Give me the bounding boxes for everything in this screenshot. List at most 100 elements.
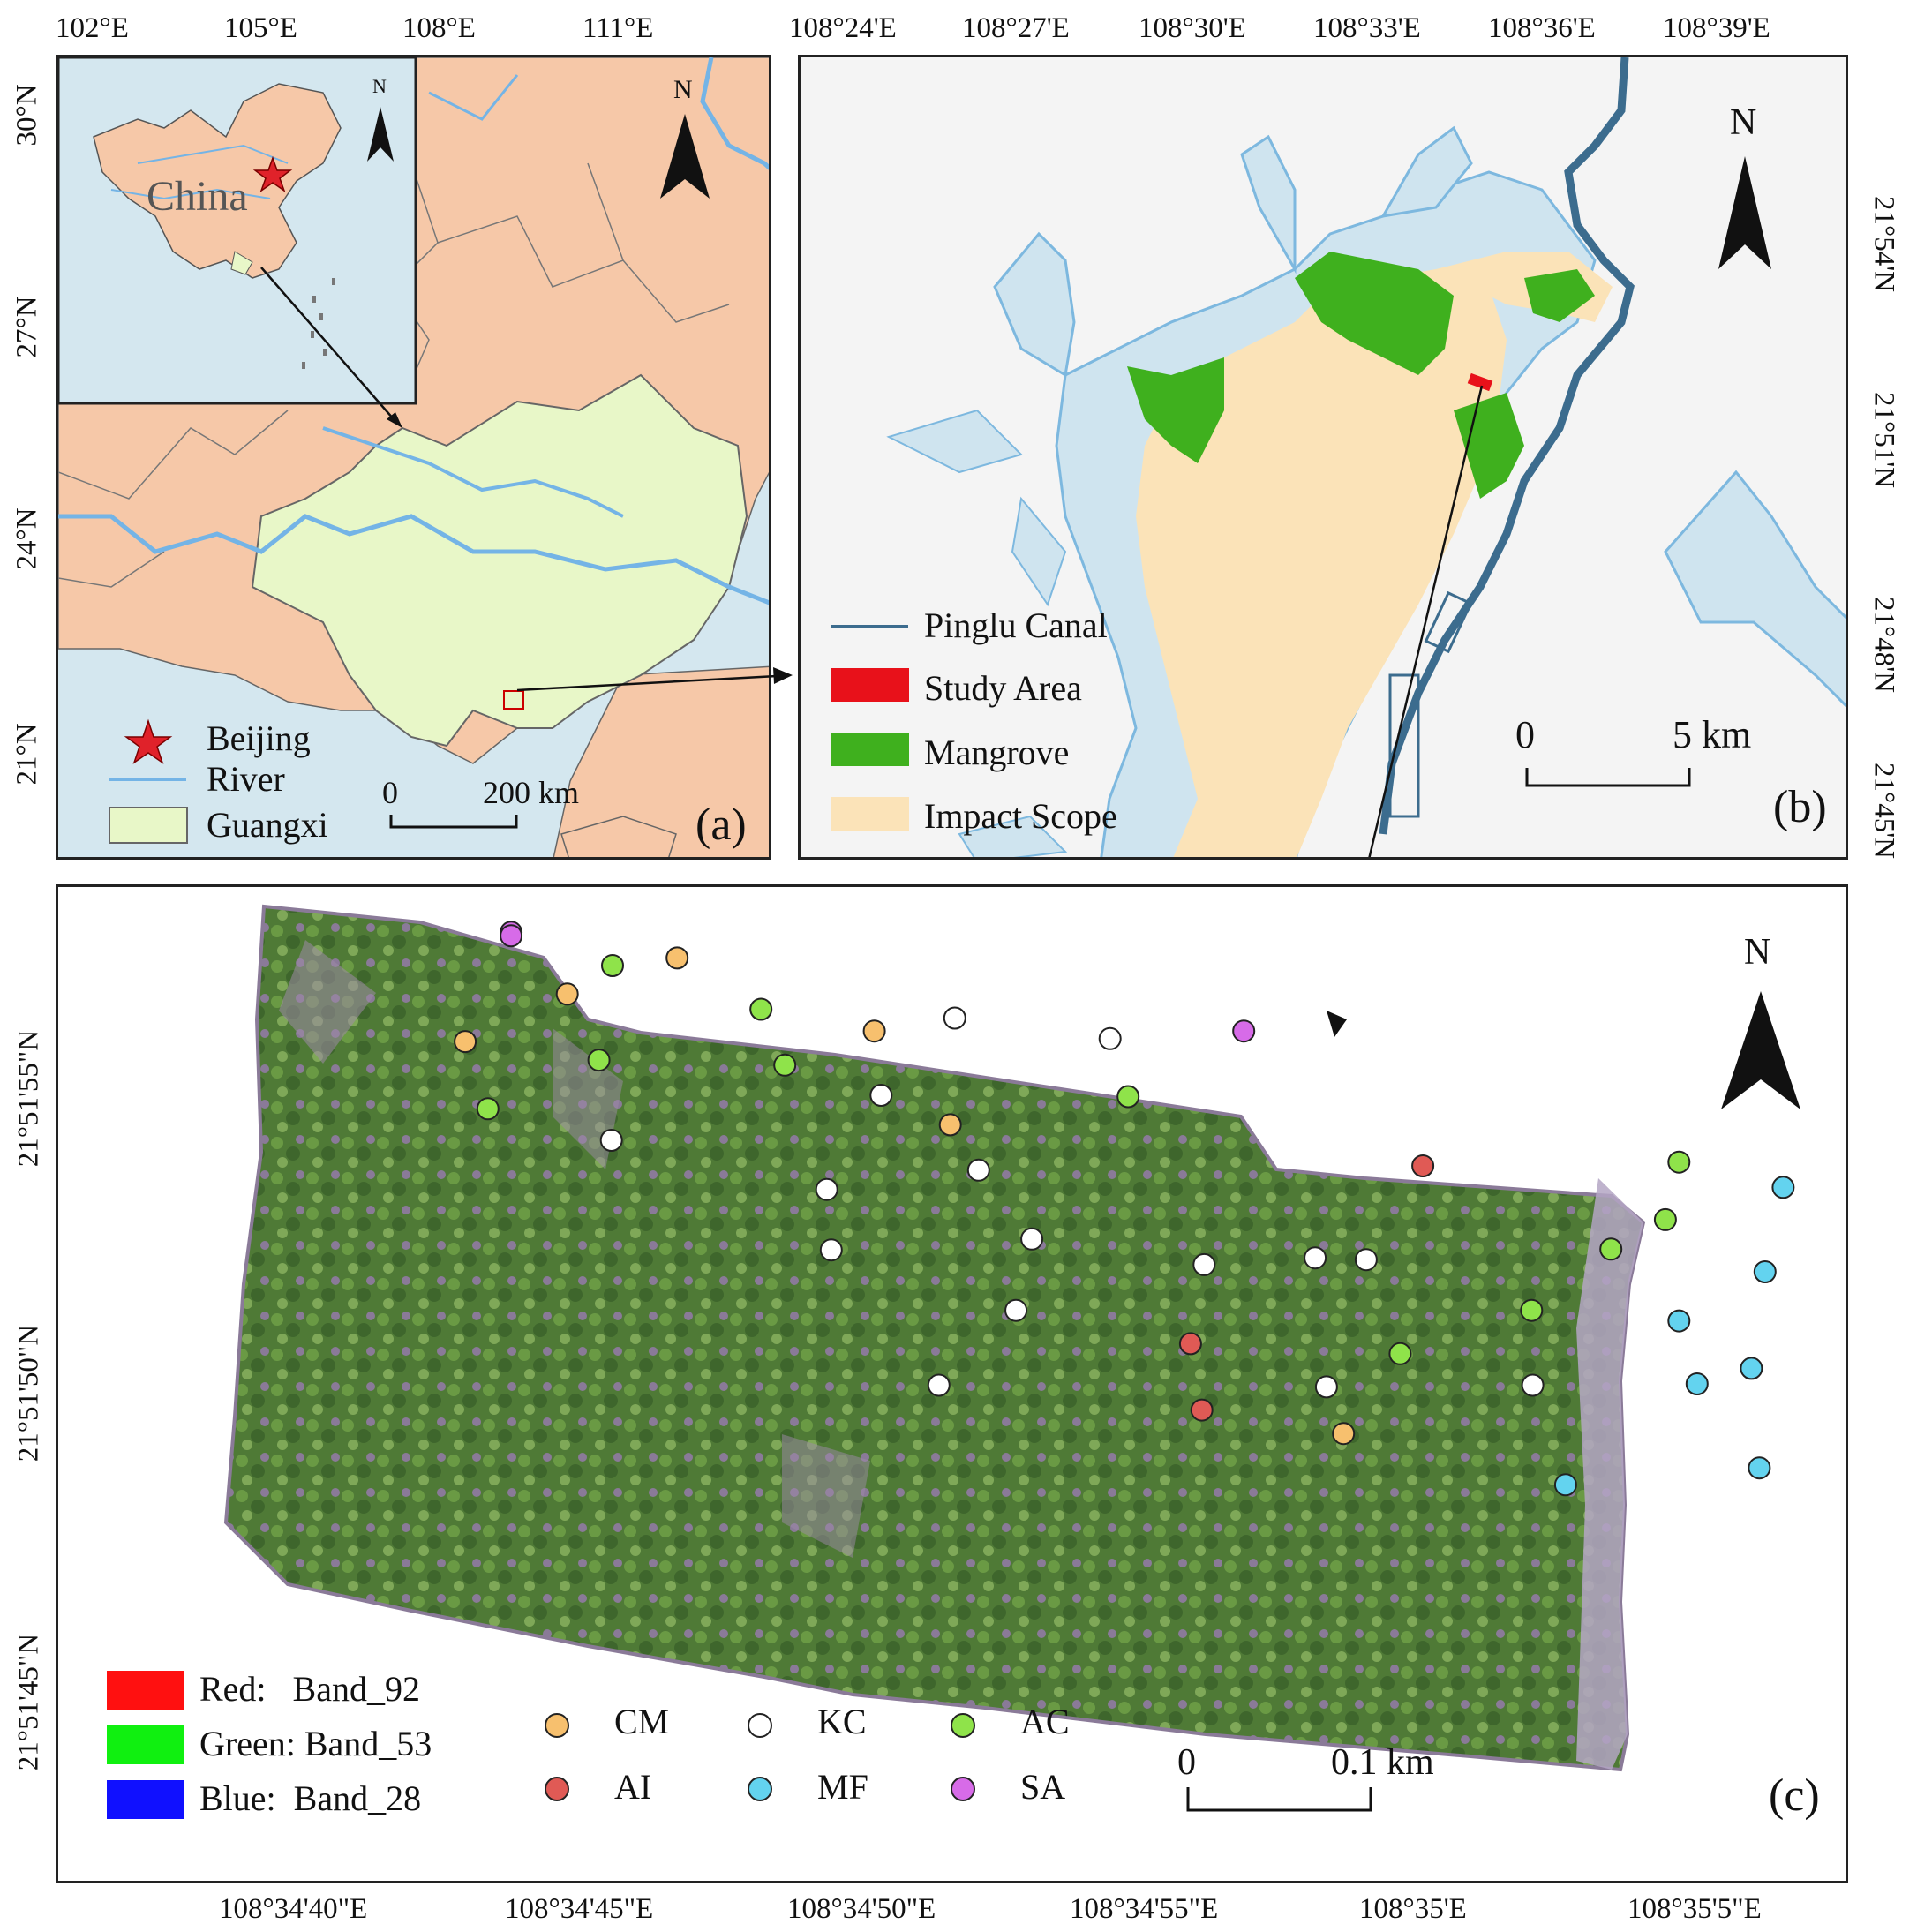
class-label-mf: MF: [817, 1767, 868, 1807]
panel-b-north-label: N: [1730, 102, 1757, 143]
guangxi-region: [251, 373, 748, 748]
panel-a-letter: (a): [695, 800, 747, 850]
tick-24N: 24°N: [11, 507, 43, 570]
tick-108-34-50E: 108°34'50"E: [787, 1893, 936, 1925]
study-area-marker: [1467, 372, 1493, 392]
class-label-ac: AC: [1020, 1702, 1070, 1741]
inset-north-arrow: [367, 107, 394, 162]
tick-108-34-45E: 108°34'45"E: [505, 1893, 654, 1925]
class-label-sa: SA: [1020, 1767, 1066, 1807]
sample-point-ac: [601, 954, 624, 977]
sample-point-mf: [1685, 1372, 1709, 1395]
tick-108-30E: 108°30'E: [1139, 12, 1246, 44]
sample-point-ac: [1388, 1342, 1412, 1365]
legend-label-impact-scope: Impact Scope: [924, 796, 1117, 836]
sample-point-ac: [1653, 1207, 1677, 1231]
legend-symbol-kc: [748, 1713, 772, 1738]
sample-point-cm: [862, 1019, 886, 1043]
sample-point-ac: [1116, 1085, 1140, 1109]
sample-point-ac: [1599, 1237, 1623, 1261]
class-label-kc: KC: [817, 1702, 867, 1741]
sample-point-mf: [1740, 1357, 1763, 1380]
tick-21-51-45N: 21°51'45"N: [12, 1633, 45, 1771]
legend-label-river: River: [207, 759, 285, 799]
tick-102E: 102°E: [56, 12, 129, 44]
panel-a-north-arrow: [660, 114, 710, 199]
sample-point-ac: [773, 1053, 797, 1077]
sample-point-kc: [966, 1158, 990, 1182]
tick-108-35E: 108°35'E: [1359, 1893, 1467, 1925]
sample-point-ai: [1411, 1154, 1435, 1177]
tick-21-54N: 21°54'N: [1868, 196, 1900, 292]
panel-c-north-arrow: [1721, 991, 1800, 1109]
legend-label-mangrove: Mangrove: [924, 733, 1070, 772]
tick-105E: 105°E: [224, 12, 297, 44]
sample-points-layer: [454, 921, 1795, 1497]
tick-21-51-55N: 21°51'55"N: [12, 1029, 45, 1168]
legend-label-study-area: Study Area: [924, 668, 1082, 708]
tick-108-39E: 108°39'E: [1663, 12, 1770, 44]
tick-108-34-55E: 108°34'55"E: [1070, 1893, 1219, 1925]
sample-point-kc: [1304, 1246, 1327, 1270]
land-south-east: [553, 665, 769, 857]
legend-symbol-mf: [748, 1777, 772, 1801]
sample-point-mf: [1748, 1456, 1771, 1480]
panel-c-letter: (c): [1769, 1770, 1820, 1821]
tick-108-36E: 108°36'E: [1488, 12, 1596, 44]
tick-111E: 111°E: [583, 12, 654, 44]
class-label-cm: CM: [614, 1702, 670, 1741]
scale-start-a: 0: [382, 775, 398, 810]
panel-b-map-graphic: [831, 57, 1846, 857]
legend-label-guangxi: Guangxi: [207, 805, 328, 845]
tick-21-48N: 21°48'N: [1868, 597, 1900, 693]
inset-china-outline: [93, 83, 342, 279]
tick-108-34-40E: 108°34'40"E: [219, 1893, 368, 1925]
tick-21-51N: 21°51'N: [1868, 392, 1900, 488]
sample-point-kc: [869, 1084, 893, 1107]
sample-point-kc: [927, 1373, 951, 1397]
legend-label-beijing: Beijing: [207, 718, 311, 758]
panel-c-map-graphic: [107, 904, 1800, 1819]
sample-point-sa: [500, 924, 523, 948]
tick-21N: 21°N: [11, 723, 43, 786]
scale-end-c: 0.1 km: [1331, 1742, 1434, 1783]
sample-point-cm: [1332, 1422, 1356, 1446]
sample-point-ai: [1178, 1332, 1202, 1356]
class-label-ai: AI: [614, 1767, 652, 1807]
sample-point-kc: [943, 1006, 966, 1030]
panel-c-hyperspectral-sample-map: N Red: Band_92 Green: Band_53 Blue: Band…: [56, 884, 1848, 1883]
sample-point-kc: [1004, 1298, 1028, 1322]
sample-point-kc: [1521, 1373, 1545, 1397]
land-hainan: [560, 816, 677, 857]
panel-b-letter: (b): [1773, 782, 1827, 832]
panel-b-north-arrow: [1718, 156, 1771, 269]
legend-label-pinglu-canal: Pinglu Canal: [924, 605, 1108, 645]
sample-point-cm: [938, 1113, 962, 1137]
band-label-blue: Blue: Band_28: [199, 1778, 422, 1818]
sample-point-ac: [587, 1049, 611, 1072]
scale-end-b: 5 km: [1673, 713, 1752, 756]
sample-point-kc: [599, 1129, 623, 1152]
legend-symbol-sa: [951, 1777, 975, 1801]
inset-china-label: China: [147, 173, 248, 220]
sample-point-ac: [476, 1097, 500, 1121]
panel-a-guangxi-location-map: China N N Beijing River Guangxi 0 200 km…: [56, 55, 771, 860]
tick-21-45N: 21°45'N: [1868, 763, 1900, 859]
panel-c-north-label: N: [1744, 932, 1771, 973]
scale-start-b: 0: [1515, 713, 1535, 756]
sample-point-kc: [1314, 1375, 1338, 1399]
sample-point-kc: [1192, 1252, 1216, 1276]
sample-point-cm: [555, 982, 579, 1006]
class-legend-symbols: [545, 1713, 975, 1801]
sample-point-mf: [1771, 1176, 1795, 1199]
inset-north-label: N: [372, 75, 387, 97]
impact-scope-area: [1136, 269, 1507, 857]
tick-108-35-5E: 108°35'5"E: [1628, 1893, 1762, 1925]
sample-point-mf: [1553, 1473, 1577, 1497]
sample-point-kc: [819, 1238, 843, 1262]
legend-star-symbol: [124, 718, 173, 764]
sample-point-kc: [815, 1177, 838, 1201]
sample-point-kc: [1354, 1248, 1378, 1272]
tick-108-33E: 108°33'E: [1313, 12, 1421, 44]
tick-108-27E: 108°27'E: [962, 12, 1070, 44]
